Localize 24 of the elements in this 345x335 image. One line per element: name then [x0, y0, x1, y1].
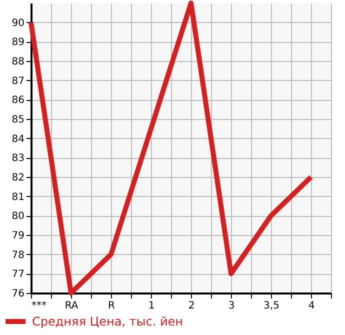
y-tick-label: 78 — [12, 250, 24, 261]
y-tick-label: 79 — [12, 230, 24, 242]
x-tick-label: R — [108, 300, 116, 312]
y-tick-label: 90 — [12, 18, 24, 29]
y-tick-label: 88 — [12, 56, 24, 68]
y-tick-label: 84 — [12, 134, 24, 145]
y-tick-label: 76 — [12, 288, 24, 300]
x-tick-label: 3,5 — [264, 300, 280, 312]
y-tick-label: 89 — [12, 37, 24, 48]
y-tick-label: 77 — [12, 269, 24, 280]
x-tick-label: 2 — [188, 300, 195, 312]
x-tick-label: 1 — [148, 300, 155, 312]
y-tick-label: 86 — [12, 95, 24, 106]
y-tick-label: 80 — [12, 211, 24, 222]
x-tick-label: *** — [32, 300, 46, 312]
y-tick-label: 85 — [12, 114, 24, 126]
legend-label: Средняя Цена, тыс. йен — [32, 314, 184, 328]
y-tick-label: 82 — [12, 172, 24, 184]
x-tick-label: 4 — [308, 300, 315, 312]
y-tick-label: 87 — [12, 76, 24, 87]
x-tick-label: 3 — [228, 300, 235, 312]
x-tick-label: RA — [64, 300, 78, 312]
y-tick-label: 81 — [12, 192, 24, 203]
y-tick-label: 83 — [12, 153, 24, 164]
